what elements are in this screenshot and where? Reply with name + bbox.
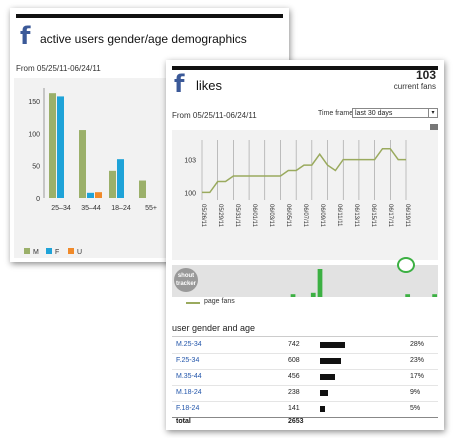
table-total-row: total 2653	[172, 417, 438, 434]
shout-tracker-chart	[290, 269, 437, 297]
line-legend-label: page fans	[204, 298, 235, 305]
x-tick-label: 06/03/11	[268, 204, 274, 228]
x-tick-label: 06/01/11	[251, 204, 257, 228]
bar-F-2	[117, 159, 124, 198]
x-tick-label: 06/09/11	[319, 204, 325, 228]
legend-label-U: U	[77, 249, 82, 256]
chevron-down-icon[interactable]: ▾	[428, 109, 437, 117]
legend-label-F: F	[55, 249, 59, 256]
bar-M-1	[79, 130, 86, 198]
y-tick-label: 103	[184, 158, 196, 165]
x-tick-label: 06/13/11	[353, 204, 359, 228]
likes-panel: f likes 103 current fans From 05/25/11-0…	[166, 60, 444, 430]
shout-bar	[317, 269, 323, 297]
table-row: F.18-24 141 5%	[172, 401, 438, 418]
line-legend-swatch	[186, 302, 200, 304]
table-row-label[interactable]: M.25-34	[176, 341, 202, 348]
facebook-icon: f	[174, 70, 185, 98]
table-row: M.25-34 742 28%	[172, 337, 438, 354]
demographics-title: active users gender/age demographics	[40, 32, 247, 46]
fans-count-label: current fans	[393, 82, 436, 91]
y-tick-label: 150	[28, 99, 40, 106]
bar-M-3	[139, 180, 146, 198]
x-tick-label: 05/26/11	[200, 204, 206, 228]
shout-tracker-strip	[172, 265, 438, 297]
total-label: total	[176, 418, 191, 425]
export-icon[interactable]	[430, 124, 438, 132]
x-tick-label: 25–34	[51, 205, 71, 212]
y-tick-label: 100	[184, 190, 196, 197]
table-row-count: 742	[288, 341, 300, 348]
shout-bar	[290, 294, 296, 297]
table-row-label[interactable]: F.18-24	[176, 405, 200, 412]
legend-swatch-M	[24, 248, 30, 254]
table-row-bar	[320, 406, 325, 412]
section-title: user gender and age	[172, 323, 256, 333]
table-row-label[interactable]: F.25-34	[176, 357, 200, 364]
bar-U-1	[95, 192, 102, 198]
fans-count: 103	[415, 68, 436, 82]
time-frame-label: Time frame:	[318, 110, 356, 117]
x-tick-label: 06/17/11	[387, 204, 393, 228]
total-count: 2653	[288, 418, 304, 425]
table-row-pct: 28%	[410, 341, 425, 348]
bar-F-1	[87, 192, 94, 198]
y-tick-label: 0	[36, 196, 40, 203]
likes-date-range: From 05/25/11-06/24/11	[172, 111, 257, 120]
table-row-pct: 23%	[410, 357, 425, 364]
legend-swatch-F	[46, 248, 52, 254]
likes-title: likes	[196, 78, 223, 93]
table-row-pct: 17%	[410, 373, 425, 380]
table-row-count: 608	[288, 357, 300, 364]
table-row-pct: 5%	[410, 405, 421, 412]
table-row-label[interactable]: M.18-24	[176, 389, 202, 396]
x-tick-label: 06/11/11	[336, 204, 342, 227]
shout-tracker-badge: shout tracker	[174, 268, 198, 292]
panel-top-bar	[16, 14, 283, 18]
demographics-date-range: From 05/25/11-06/24/11	[16, 64, 101, 73]
x-tick-label: 18–24	[111, 205, 131, 212]
x-tick-label: 06/19/11	[404, 204, 410, 228]
page-fans-line	[202, 147, 406, 194]
legend-label-M: M	[33, 249, 39, 256]
legend-swatch-U	[68, 248, 74, 254]
y-tick-label: 50	[32, 164, 40, 171]
table-row-bar	[320, 358, 341, 364]
y-tick-label: 100	[28, 131, 40, 138]
table-row-label[interactable]: M.35-44	[176, 373, 202, 380]
panel-top-bar	[172, 66, 438, 70]
shout-bar	[310, 292, 316, 297]
bar-F-0	[57, 96, 64, 198]
table-row: F.25-34 608 23%	[172, 353, 438, 370]
shout-bar	[405, 294, 411, 297]
table-row: M.35-44 456 17%	[172, 369, 438, 386]
bar-M-2	[109, 170, 116, 198]
bar-M-0	[49, 93, 56, 198]
table-row-count: 238	[288, 389, 300, 396]
x-tick-label: 05/29/11	[217, 204, 223, 228]
demographics-bar-chart: 150 100 50 0 25–34 35–44 18–24 55+ M F U	[24, 88, 157, 256]
likes-line-chart: 103 100 05/26/11 05/29/11 05/31/11 06/01/11 06…	[184, 140, 410, 228]
table-row-bar	[320, 390, 328, 396]
facebook-icon: f	[20, 22, 31, 50]
x-tick-label: 06/07/11	[302, 204, 308, 228]
shout-bar	[432, 294, 437, 297]
table-row-count: 456	[288, 373, 300, 380]
x-tick-label: 55+	[145, 205, 157, 212]
x-tick-label: 05/31/11	[234, 204, 240, 228]
table-row: M.18-24 238 9%	[172, 385, 438, 402]
speech-bubble-icon[interactable]	[397, 257, 415, 273]
time-frame-select[interactable]: last 30 days ▾	[352, 108, 438, 118]
table-row-pct: 9%	[410, 389, 421, 396]
table-row-bar	[320, 342, 345, 348]
x-tick-label: 35–44	[81, 205, 101, 212]
table-row-bar	[320, 374, 335, 380]
x-tick-label: 06/15/11	[370, 204, 376, 228]
table-row-count: 141	[288, 405, 300, 412]
x-tick-label: 06/05/11	[285, 204, 291, 228]
